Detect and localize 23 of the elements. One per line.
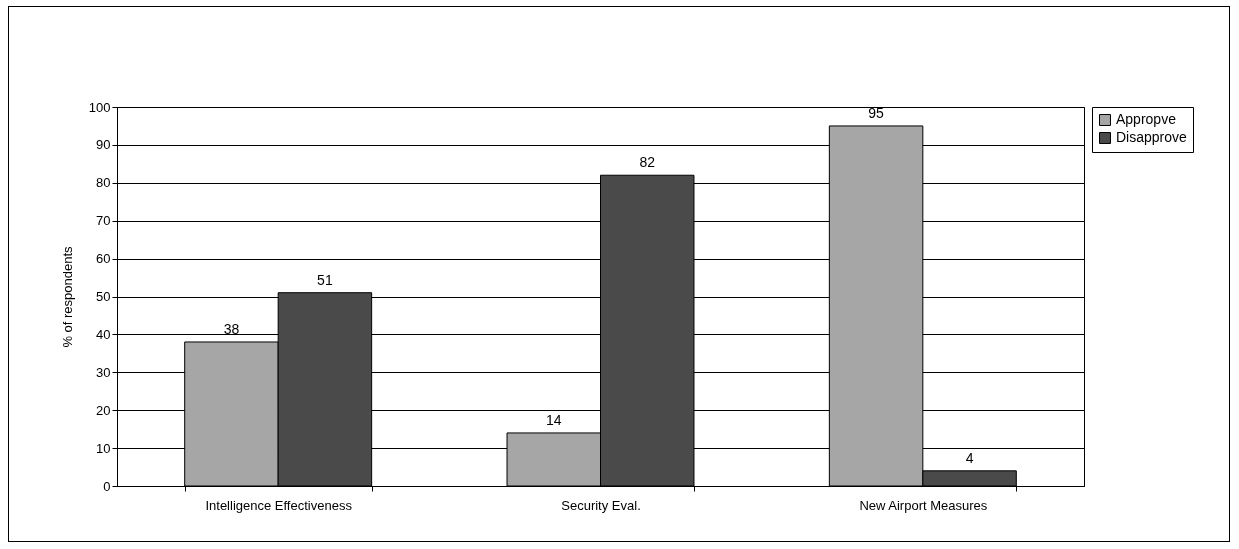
legend-label: Appropve xyxy=(1116,111,1177,127)
y-axis-title: % of respondents xyxy=(59,245,75,348)
y-tick-label: 10 xyxy=(96,440,111,456)
y-tick-label: 30 xyxy=(96,364,111,380)
y-tick-label: 80 xyxy=(96,175,111,191)
y-tick-label: 90 xyxy=(96,137,111,153)
x-tick-label: Security Eval. xyxy=(561,497,641,513)
y-tick-label: 50 xyxy=(96,289,111,304)
y-tick-label: 60 xyxy=(96,251,111,267)
x-tick-label: New Airport Measures xyxy=(859,497,988,513)
y-tick-label: 40 xyxy=(96,326,111,342)
data-label: 95 xyxy=(868,104,885,121)
y-tick-label: 20 xyxy=(96,402,111,418)
legend-label: Disapprove xyxy=(1116,129,1188,145)
y-tick-label: 100 xyxy=(88,99,111,115)
x-tick-label: Intelligence Effectiveness xyxy=(205,497,353,513)
data-label: 4 xyxy=(965,449,974,466)
y-tick-label: 70 xyxy=(96,213,111,229)
data-label: 51 xyxy=(317,271,333,288)
y-tick-label: 0 xyxy=(103,478,111,494)
data-label: 38 xyxy=(223,320,240,337)
data-label: 82 xyxy=(639,154,656,171)
data-label: 14 xyxy=(545,411,562,428)
